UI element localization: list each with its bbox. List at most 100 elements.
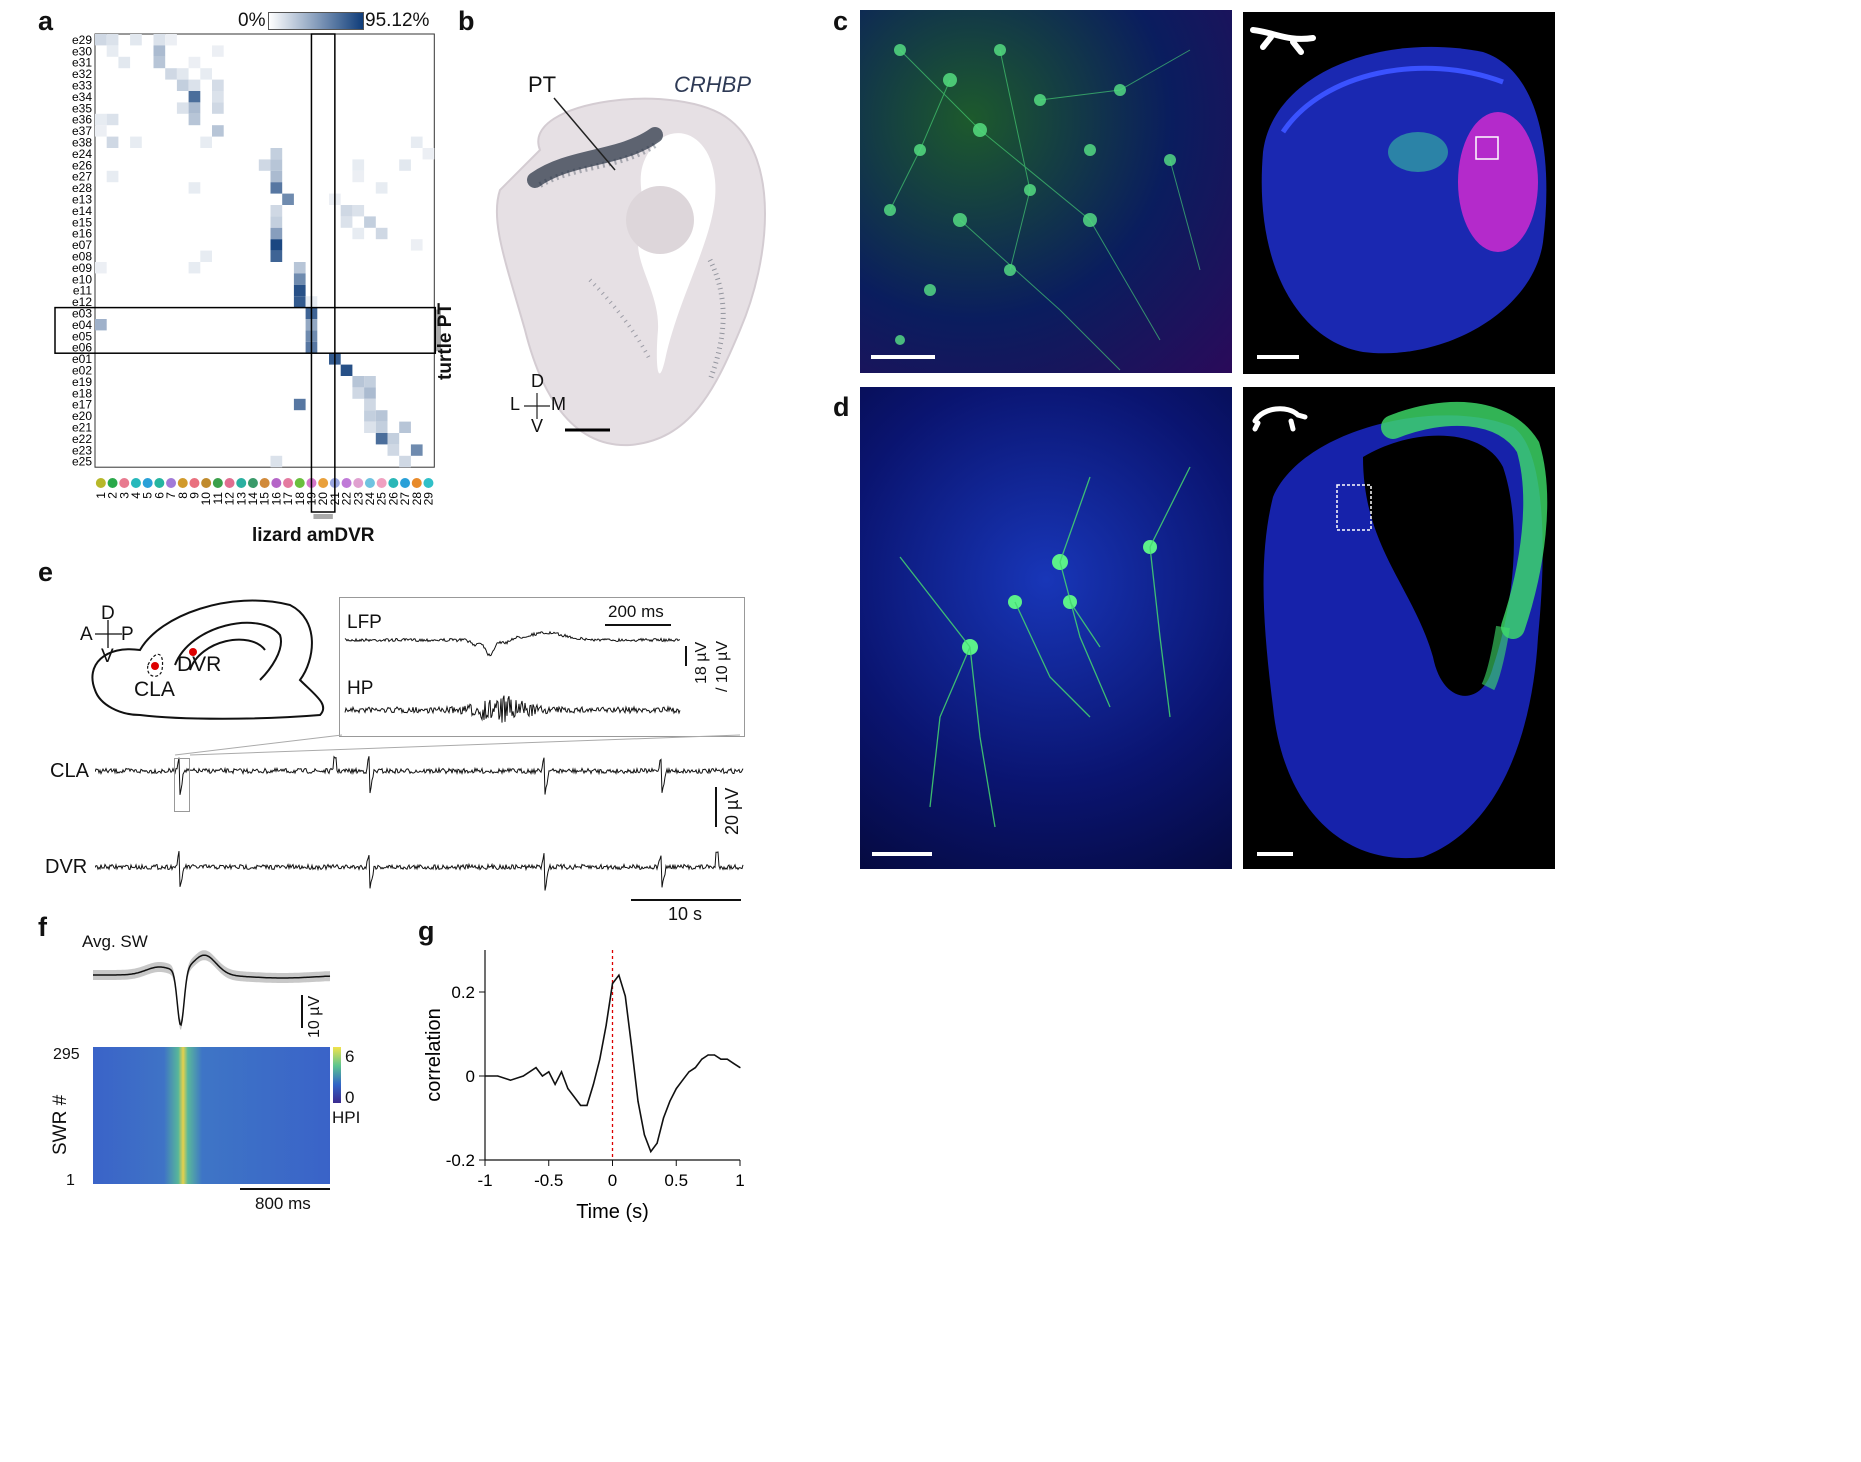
correlation-point [713, 1054, 716, 1056]
hp-label: HP [347, 678, 374, 699]
inset-time-scale-bar [605, 624, 671, 626]
turtle-brain-section-image [1243, 387, 1555, 869]
heatmap-cell [270, 159, 283, 171]
orient-d: D [101, 603, 115, 624]
cluster-color-dot [318, 478, 329, 488]
heatmap-cell [352, 227, 365, 240]
correlation-point [726, 1058, 728, 1060]
col-group-label: lizard amDVR [252, 525, 375, 546]
correlation-point [548, 1071, 550, 1073]
panel-label-c: c [833, 6, 849, 36]
row-label: e14 [72, 204, 92, 218]
avg-sw-title: Avg. SW [82, 932, 148, 951]
correlation-point [484, 1075, 486, 1077]
correlation-point [694, 1067, 696, 1069]
pt-label: PT [528, 72, 557, 97]
y-tick-label: -0.2 [446, 1151, 475, 1170]
y-tick-label: 0.2 [451, 983, 475, 1002]
row-label: e18 [72, 386, 92, 400]
orient-p: P [121, 624, 134, 645]
row-label: e38 [72, 136, 92, 150]
cluster-color-dot [388, 478, 399, 488]
lfp-label: LFP [347, 612, 382, 633]
heatmap-cell [176, 102, 189, 114]
heatmap-cell [258, 159, 271, 171]
raster-colorbar [333, 1047, 341, 1103]
col-label: 15 [258, 492, 272, 506]
heatmap-cell [399, 455, 411, 468]
row-label: e23 [72, 443, 92, 457]
inset-volt-scale-bar [685, 646, 687, 666]
row-group-bar [436, 309, 441, 352]
avg-volt-label-wrap: 10 µV [306, 990, 330, 1038]
cluster-color-dot [166, 478, 177, 488]
panel-label-e: e [38, 557, 54, 587]
heatmap-cell [270, 148, 283, 160]
heatmap-cell [293, 284, 306, 297]
cluster-color-dot [189, 478, 200, 488]
x-tick-label: 0 [608, 1171, 617, 1190]
heatmap-cell [410, 136, 423, 148]
x-axis-label: Time (s) [576, 1201, 649, 1223]
correlation-point [682, 1079, 684, 1081]
correlation-point [509, 1079, 512, 1081]
correlation-point [560, 1071, 563, 1073]
heatmap-cell [188, 113, 201, 126]
row-label: e29 [72, 33, 92, 47]
heatmap-cell [410, 444, 423, 456]
row-label: e26 [72, 158, 92, 172]
col-label: 24 [363, 492, 377, 506]
heatmap-cell [188, 182, 201, 194]
heatmap-cell [95, 262, 107, 274]
heatmap-cell [352, 159, 365, 171]
orient-d: D [531, 371, 544, 391]
turtle-icon [1252, 406, 1308, 432]
correlation-point [643, 1134, 645, 1136]
row-label: e36 [72, 113, 92, 127]
heatmap-cell [364, 387, 376, 399]
cluster-color-dot [119, 478, 130, 488]
inset-volt-label-wrap-2: / 10 µV [714, 630, 738, 692]
heatmap-cell [293, 398, 306, 411]
correlation-point [656, 1142, 658, 1144]
heatmap-cell [293, 273, 306, 285]
cluster-color-dot [294, 478, 305, 488]
cluster-color-dot [236, 478, 247, 488]
orient-v: V [531, 416, 544, 436]
heatmap-cell [375, 182, 388, 194]
cross-correlation-chart: -1 -0.5 0 0.5 1 0.2 0 -0.2 Time (s) correlation [423, 950, 745, 1223]
heatmap-cell [340, 364, 353, 376]
col-label: 8 [176, 492, 190, 499]
inset-volt-scale-label-2: / 10 µV [714, 640, 731, 692]
col-label: 28 [410, 492, 424, 506]
correlation-point [580, 1104, 582, 1106]
row-label: e31 [72, 56, 92, 70]
cluster-color-dot [130, 478, 141, 488]
row-label: e12 [72, 295, 92, 309]
heatmap-cell [375, 433, 388, 445]
row-label: e01 [72, 352, 92, 366]
correlation-point [522, 1075, 524, 1077]
avg-volt-scale-bar [301, 995, 303, 1028]
row-label: e22 [72, 432, 92, 446]
y-tick-label: 0 [466, 1067, 475, 1086]
pt-pointer-line [553, 97, 616, 171]
panel-label-f: f [38, 912, 47, 942]
heatmap-cell [375, 227, 388, 240]
col-label: 27 [398, 492, 412, 506]
gene-label: CRHBP [674, 72, 752, 97]
heatmap-cell [106, 170, 119, 183]
cla-volt-scale-label: 20 µV [722, 787, 742, 835]
cluster-color-dot [411, 478, 422, 488]
heatmap-cell [352, 205, 365, 217]
heatmap-cell [153, 34, 166, 46]
zoom-region-box [174, 758, 190, 812]
correlation-point [733, 1062, 735, 1064]
avg-sw-line [93, 954, 331, 1027]
hp-trace [344, 695, 681, 723]
col-label: 4 [129, 492, 143, 499]
col-label: 18 [293, 492, 307, 506]
heatmap-cell [364, 376, 376, 388]
row-label: e02 [72, 364, 92, 378]
cluster-color-dot [201, 478, 212, 488]
